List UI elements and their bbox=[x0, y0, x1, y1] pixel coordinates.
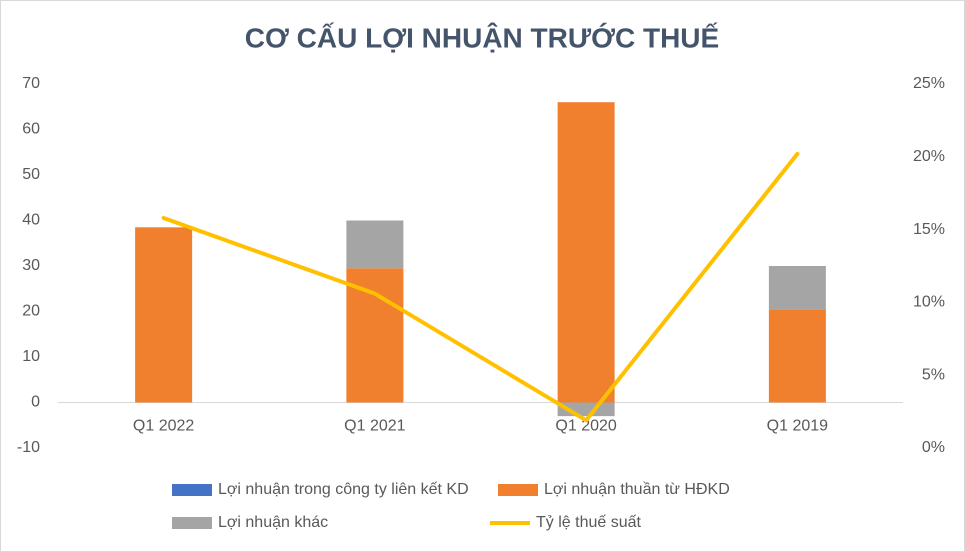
legend-label: Tỷ lệ thuế suất bbox=[536, 514, 642, 531]
y2-tick-label: 20% bbox=[913, 148, 945, 165]
y-tick-label: 20 bbox=[22, 303, 40, 320]
bar bbox=[346, 268, 404, 403]
x-tick-label: Q1 2020 bbox=[555, 418, 616, 435]
legend-swatch bbox=[172, 517, 212, 529]
y-tick-label: -10 bbox=[17, 439, 40, 456]
line bbox=[161, 151, 800, 423]
x-tick-label: Q1 2019 bbox=[767, 418, 828, 435]
y2-tick-label: 15% bbox=[913, 221, 945, 238]
y2-tick-label: 25% bbox=[913, 75, 945, 92]
legend-label: Lợi nhuận trong công ty liên kết KD bbox=[218, 481, 469, 498]
y2-tick-label: 0% bbox=[922, 439, 945, 456]
y-tick-label: 60 bbox=[22, 121, 40, 138]
y-tick-label: 30 bbox=[22, 257, 40, 274]
y2-tick-label: 10% bbox=[913, 294, 945, 311]
bar bbox=[768, 266, 826, 310]
bar bbox=[135, 227, 193, 403]
y-tick-label: 40 bbox=[22, 212, 40, 229]
y-tick-label: 50 bbox=[22, 166, 40, 183]
y2-tick-label: 5% bbox=[922, 366, 945, 383]
legend-label: Lợi nhuận khác bbox=[218, 514, 328, 531]
y-tick-label: 10 bbox=[22, 348, 40, 365]
y-tick-label: 0 bbox=[31, 394, 40, 411]
bar bbox=[557, 102, 615, 403]
bar bbox=[346, 220, 404, 269]
y-tick-label: 70 bbox=[22, 75, 40, 92]
legend-swatch bbox=[172, 484, 212, 496]
x-tick-label: Q1 2022 bbox=[133, 418, 194, 435]
bar bbox=[768, 309, 826, 403]
legend-label: Lợi nhuận thuần từ HĐKD bbox=[544, 481, 730, 498]
chart-title: CƠ CẤU LỢI NHUẬN TRƯỚC THUẾ bbox=[245, 22, 719, 53]
x-tick-label: Q1 2021 bbox=[344, 418, 405, 435]
legend-swatch bbox=[498, 484, 538, 496]
